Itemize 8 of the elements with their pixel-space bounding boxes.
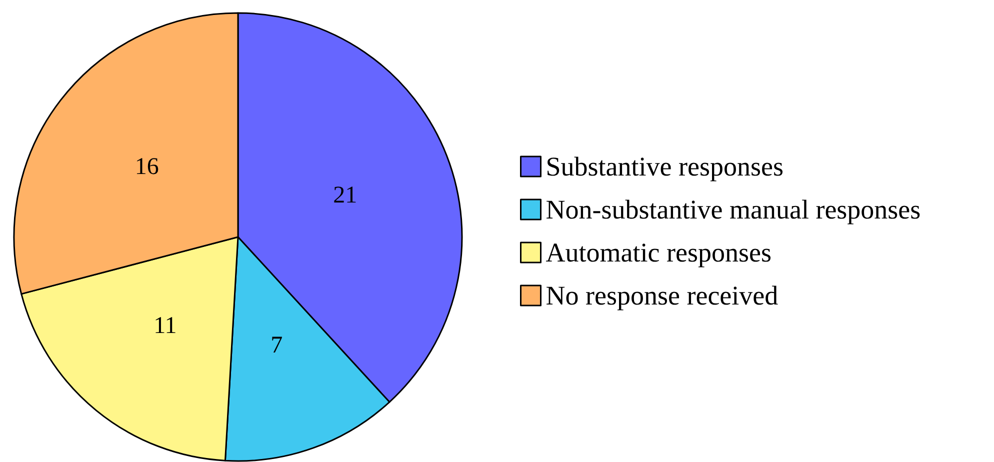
data-label: 16 — [134, 154, 159, 180]
data-label: 21 — [333, 182, 358, 208]
data-label: 11 — [154, 313, 177, 340]
data-label: 7 — [270, 332, 283, 358]
legend-label: Non-substantive manual responses — [546, 194, 921, 224]
legend-label: Substantive responses — [546, 152, 784, 182]
legend-label: No response received — [546, 280, 779, 310]
legend-label: Automatic responses — [546, 238, 772, 268]
